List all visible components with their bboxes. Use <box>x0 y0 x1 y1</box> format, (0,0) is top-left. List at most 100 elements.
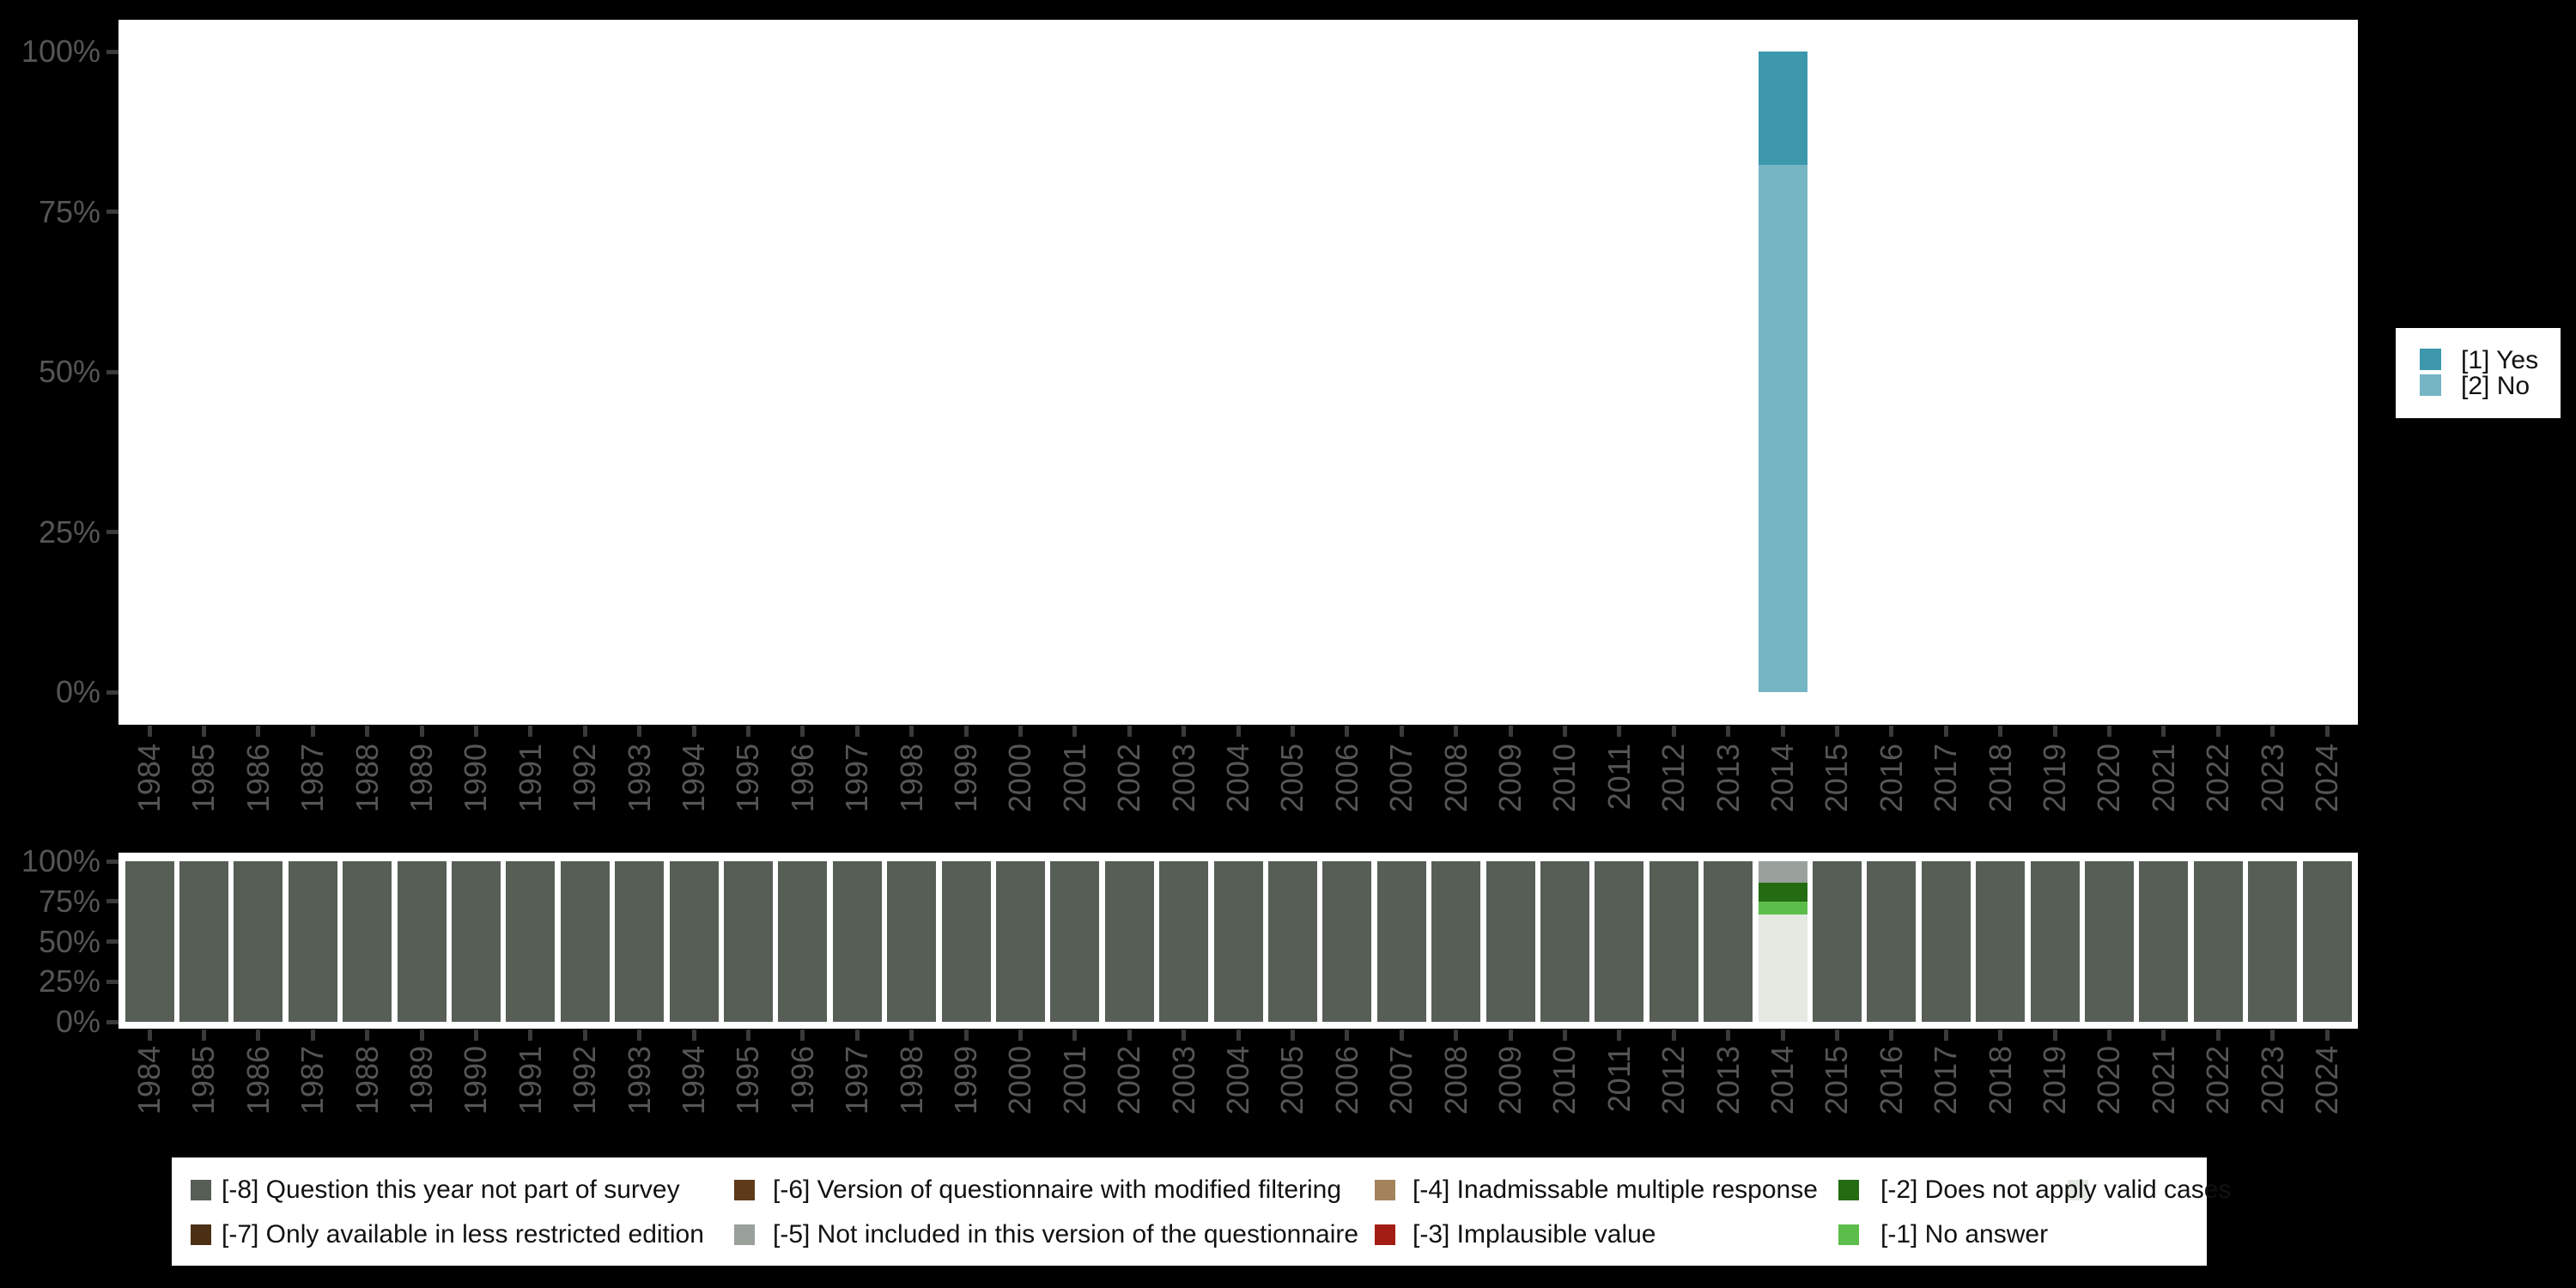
x-axis-tick <box>637 726 642 737</box>
y-axis-tick <box>106 979 118 984</box>
y-axis-label: 0% <box>55 1004 100 1039</box>
x-axis-tick <box>1562 726 1567 737</box>
y-axis-tick <box>106 939 118 944</box>
legend-swatch <box>1838 1224 1859 1245</box>
y-axis-label: 50% <box>38 923 100 959</box>
x-axis-year-label: 1998 <box>893 744 929 813</box>
legend-label: [-4] Inadmissable multiple response <box>1413 1176 1818 1204</box>
x-axis-year-label: 1986 <box>240 1046 276 1115</box>
x-axis-year-label: 2009 <box>1492 744 1528 813</box>
x-axis-tick <box>310 1030 315 1041</box>
x-axis-tick <box>1998 726 2003 737</box>
legend-swatch <box>191 1180 211 1200</box>
y-axis-label: 25% <box>38 963 100 999</box>
x-axis-year-label: 2013 <box>1710 1046 1746 1115</box>
bar-segment <box>1704 861 1753 1022</box>
x-axis-year-label: 1992 <box>567 744 603 813</box>
x-axis-year-label: 2008 <box>1437 744 1473 813</box>
x-axis-tick <box>1671 1030 1676 1041</box>
x-axis-tick <box>2161 1030 2166 1041</box>
x-axis-year-label: 2020 <box>2091 1046 2127 1115</box>
legend-swatch <box>1375 1180 1395 1200</box>
bar-segment <box>1159 861 1209 1022</box>
x-axis-tick <box>1617 726 1622 737</box>
x-axis-tick <box>1236 1030 1241 1041</box>
x-axis-year-label: 2006 <box>1328 744 1364 813</box>
legend-label: [1] Yes <box>2461 346 2539 374</box>
y-axis-label: 0% <box>55 674 100 709</box>
bar-segment <box>2302 861 2352 1022</box>
x-axis-year-label: 2012 <box>1656 1046 1692 1115</box>
x-axis-tick <box>2215 726 2221 737</box>
bar-segment <box>1213 861 1263 1022</box>
y-axis-tick <box>106 690 118 695</box>
x-axis-tick <box>582 1030 587 1041</box>
missing-values-legend: [-8] Question this year not part of surv… <box>172 1157 2231 1266</box>
bar-segment <box>288 861 337 1022</box>
x-axis-tick <box>854 726 860 737</box>
x-axis-year-label: 2010 <box>1546 1046 1583 1115</box>
bar-segment <box>560 861 610 1022</box>
x-axis-year-label: 2019 <box>2037 744 2072 813</box>
x-axis-tick <box>1018 726 1023 737</box>
x-axis-year-label: 2013 <box>1710 744 1746 813</box>
x-axis-year-label: 2017 <box>1928 1046 1964 1115</box>
x-axis-year-label: 2002 <box>1111 1046 1147 1115</box>
x-axis-year-label: 2004 <box>1220 1046 1255 1115</box>
y-axis-tick <box>106 49 118 54</box>
x-axis-tick <box>691 726 696 737</box>
x-axis-year-label: 2000 <box>1002 744 1038 813</box>
legend-label: [-8] Question this year not part of surv… <box>222 1176 680 1204</box>
bar-segment <box>1376 861 1426 1022</box>
x-axis-tick <box>147 726 152 737</box>
x-axis-tick <box>2324 726 2330 737</box>
x-axis-year-label: 2004 <box>1220 744 1255 813</box>
x-axis-tick <box>963 1030 969 1041</box>
bar-segment <box>1431 861 1481 1022</box>
x-axis-tick <box>963 726 969 737</box>
x-axis-tick <box>1290 726 1295 737</box>
x-axis-year-label: 1996 <box>784 1046 820 1115</box>
x-axis-tick <box>854 1030 860 1041</box>
x-axis-tick <box>745 726 750 737</box>
y-axis-label: 25% <box>38 513 100 550</box>
x-axis-year-label: 2011 <box>1601 744 1637 811</box>
x-axis-year-label: 2017 <box>1928 744 1964 813</box>
x-axis-tick <box>909 726 914 737</box>
x-axis-tick <box>637 1030 642 1041</box>
bar-segment <box>179 861 228 1022</box>
x-axis-year-label: 1989 <box>404 1046 439 1115</box>
x-axis-tick <box>1562 1030 1567 1041</box>
x-axis-year-label: 2009 <box>1492 1046 1528 1115</box>
bar-segment <box>723 861 773 1022</box>
x-axis-year-label: 1991 <box>512 1046 548 1115</box>
x-axis-year-label: 2016 <box>1873 1046 1909 1115</box>
x-axis-tick <box>909 1030 914 1041</box>
x-axis-year-label: 2018 <box>1982 1046 2018 1115</box>
response-categories-legend: [1] Yes [2] No <box>2396 328 2561 418</box>
legend-label: [2] No <box>2461 372 2530 400</box>
x-axis-year-label: 2022 <box>2200 744 2236 813</box>
x-axis-year-label: 2023 <box>2254 1046 2290 1115</box>
bar-segment <box>995 861 1045 1022</box>
x-axis-year-label: 2014 <box>1765 744 1800 813</box>
x-axis-year-label: 1997 <box>839 744 875 813</box>
bar-segment <box>397 861 447 1022</box>
x-axis-tick <box>1998 1030 2003 1041</box>
bar-segment <box>1267 861 1317 1022</box>
x-axis-year-label: 2003 <box>1165 1046 1201 1115</box>
x-axis-year-label: 1987 <box>295 1046 331 1115</box>
x-axis-year-label: 1984 <box>131 744 167 813</box>
x-axis-year-label: 2018 <box>1982 744 2018 813</box>
x-axis-year-label: 2021 <box>2145 1046 2181 1115</box>
legend-swatch <box>1838 1180 1859 1200</box>
x-axis-tick <box>256 726 261 737</box>
x-axis-year-label: 1987 <box>295 744 331 813</box>
x-axis-tick <box>419 726 424 737</box>
y-axis-label: 100% <box>21 33 100 69</box>
x-axis-year-label: 2003 <box>1165 744 1201 813</box>
x-axis-year-label: 1991 <box>512 744 548 813</box>
y-axis-label: 75% <box>38 193 100 229</box>
bar-segment <box>2193 861 2243 1022</box>
